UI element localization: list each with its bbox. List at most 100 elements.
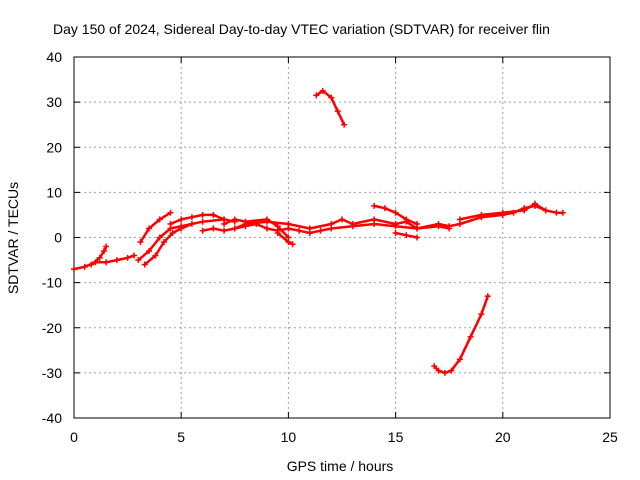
- series-arc-14: [315, 89, 346, 126]
- data-point: [306, 225, 313, 232]
- data-point: [263, 218, 270, 225]
- data-point: [478, 211, 485, 218]
- x-tick-label: 20: [495, 429, 511, 445]
- data-point: [156, 216, 163, 223]
- data-point: [341, 121, 348, 128]
- data-point: [403, 216, 410, 223]
- data-point: [103, 259, 110, 266]
- data-series: [71, 87, 566, 376]
- data-point: [169, 229, 176, 236]
- data-point: [289, 241, 296, 248]
- data-point: [199, 211, 206, 218]
- data-point: [448, 367, 455, 374]
- series-arc-4: [139, 211, 172, 244]
- data-point: [113, 257, 120, 264]
- grid: [74, 57, 610, 418]
- data-point: [456, 356, 463, 363]
- x-tick-label: 10: [281, 429, 297, 445]
- data-point: [263, 225, 270, 232]
- data-point: [146, 225, 153, 232]
- data-point: [135, 257, 142, 264]
- data-point: [167, 209, 174, 216]
- y-tick-label: 10: [46, 184, 62, 200]
- y-tick-label: 0: [54, 230, 62, 246]
- data-point: [531, 200, 538, 207]
- data-point: [141, 261, 148, 268]
- data-point: [467, 333, 474, 340]
- data-point: [178, 216, 185, 223]
- data-point: [199, 227, 206, 234]
- data-point: [559, 209, 566, 216]
- data-point: [274, 223, 281, 230]
- y-tick-label: 20: [46, 139, 62, 155]
- data-point: [499, 209, 506, 216]
- data-point: [152, 252, 159, 259]
- data-point: [161, 239, 168, 246]
- x-tick-label: 15: [388, 429, 404, 445]
- data-point: [231, 216, 238, 223]
- data-point: [296, 227, 303, 234]
- data-point: [231, 225, 238, 232]
- axis-ticks: 0 5 10 15 20 25 -40 -30 -20 -10 0 10 20 30 40: [42, 49, 618, 445]
- y-tick-label: 40: [46, 49, 62, 65]
- data-point: [435, 220, 442, 227]
- data-point: [71, 266, 77, 273]
- data-point: [313, 92, 320, 99]
- data-point: [403, 232, 410, 239]
- data-point: [414, 234, 421, 241]
- data-point: [96, 254, 103, 261]
- data-point: [188, 214, 195, 221]
- data-point: [371, 202, 378, 209]
- data-point: [210, 211, 217, 218]
- data-point: [274, 229, 281, 236]
- data-point: [317, 227, 324, 234]
- series-arc-9: [233, 204, 565, 230]
- y-axis-title: SDTVAR / TECUs: [5, 182, 21, 294]
- data-point: [221, 220, 228, 227]
- data-point: [392, 220, 399, 227]
- data-point: [521, 207, 528, 214]
- chart-title: Day 150 of 2024, Sidereal Day-to-day VTE…: [53, 21, 550, 37]
- data-point: [431, 363, 438, 370]
- x-tick-label: 5: [177, 429, 185, 445]
- data-point: [349, 220, 356, 227]
- data-point: [446, 223, 453, 230]
- data-point: [199, 218, 206, 225]
- data-point: [242, 220, 249, 227]
- y-tick-label: -10: [42, 275, 62, 291]
- data-point: [103, 243, 110, 250]
- data-point: [146, 248, 153, 255]
- data-point: [285, 239, 292, 246]
- data-point: [328, 94, 335, 101]
- data-point: [435, 367, 442, 374]
- data-point: [221, 227, 228, 234]
- data-point: [285, 220, 292, 227]
- data-point: [156, 234, 163, 241]
- data-point: [124, 254, 131, 261]
- y-tick-label: -30: [42, 365, 62, 381]
- data-point: [167, 220, 174, 227]
- data-point: [441, 369, 448, 376]
- data-point: [371, 216, 378, 223]
- x-tick-label: 25: [602, 429, 618, 445]
- x-tick-label: 0: [70, 429, 78, 445]
- series-arc-13: [458, 202, 547, 221]
- data-point: [542, 207, 549, 214]
- series-arc-3: [137, 218, 237, 262]
- data-point: [553, 209, 560, 216]
- data-point: [339, 216, 345, 223]
- x-axis-title: GPS time / hours: [287, 458, 394, 474]
- series-arc-15: [432, 294, 490, 375]
- series-arc-2: [89, 245, 108, 266]
- data-point: [484, 293, 491, 300]
- data-point: [478, 311, 485, 318]
- data-point: [328, 220, 335, 227]
- data-point: [334, 108, 341, 115]
- y-tick-label: -20: [42, 320, 62, 336]
- data-point: [456, 216, 463, 223]
- y-tick-label: 30: [46, 94, 62, 110]
- data-point: [414, 220, 421, 227]
- data-point: [81, 263, 88, 270]
- data-point: [131, 252, 138, 259]
